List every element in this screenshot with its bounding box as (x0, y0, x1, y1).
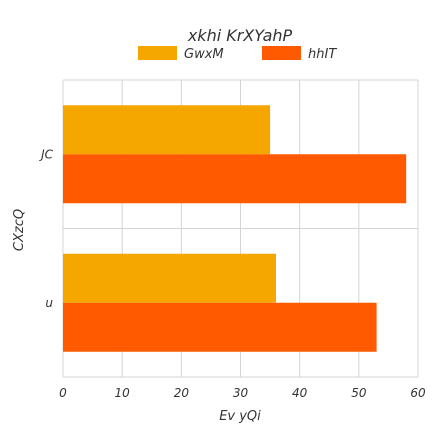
x-tick-label: 60 (410, 386, 426, 400)
x-tick-label: 10 (115, 386, 131, 400)
y-tick-label: JC (39, 147, 54, 161)
bars (63, 105, 407, 352)
y-axis-title: CXzcQ (12, 209, 27, 251)
y-tick-label: u (45, 296, 53, 310)
x-tick-label: 40 (292, 386, 308, 400)
legend-swatch-GwxM (138, 46, 177, 60)
legend: GwxM hhIT (138, 46, 337, 62)
x-tick-label: 0 (59, 386, 67, 400)
bar-GwxM-u (63, 253, 276, 303)
bar-hhIT-JC (63, 154, 407, 204)
legend-swatch-hhIT (262, 46, 301, 60)
y-tick-labels: JC u (39, 147, 54, 310)
bar-hhIT-u (63, 302, 377, 352)
bar-GwxM-JC (63, 105, 271, 155)
x-tick-label: 50 (351, 386, 367, 400)
x-tick-label: 30 (233, 386, 249, 400)
x-tick-labels: 0 10 20 30 40 50 60 (59, 386, 426, 400)
legend-label-GwxM: GwxM (184, 47, 224, 62)
legend-label-hhIT: hhIT (308, 47, 337, 62)
x-axis-title: Ev yQi (219, 409, 261, 424)
chart-title: xkhi KrXYahP (187, 26, 293, 45)
x-tick-label: 20 (174, 386, 190, 400)
